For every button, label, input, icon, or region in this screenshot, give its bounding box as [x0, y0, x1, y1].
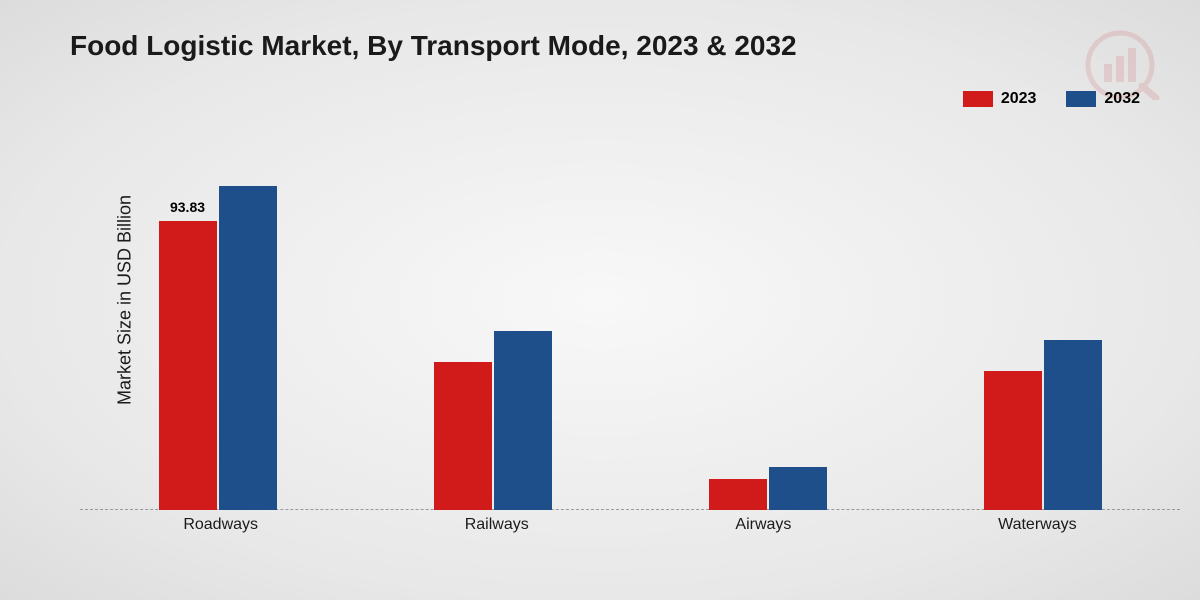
bar-railways-2032 [494, 331, 552, 510]
legend: 2023 2032 [963, 90, 1140, 108]
bar-roadways-2023: 93.83 [159, 221, 217, 510]
bar-waterways-2023 [984, 371, 1042, 510]
chart-container: Food Logistic Market, By Transport Mode,… [0, 0, 1200, 600]
bar-groups: 93.83 [80, 140, 1180, 510]
chart-title: Food Logistic Market, By Transport Mode,… [70, 30, 797, 62]
bar-waterways-2032 [1044, 340, 1102, 510]
bar-group-railways [434, 331, 552, 510]
x-tick-railways: Railways [465, 516, 529, 534]
x-tick-airways: Airways [735, 516, 791, 534]
bar-roadways-2032 [219, 186, 277, 510]
bar-group-waterways [984, 340, 1102, 510]
x-tick-roadways: Roadways [183, 516, 258, 534]
bar-airways-2023 [709, 479, 767, 510]
bar-group-roadways: 93.83 [159, 186, 277, 510]
legend-item-2032: 2032 [1066, 90, 1140, 108]
bar-group-airways [709, 467, 827, 510]
bar-value-label: 93.83 [170, 199, 205, 215]
plot-area: 93.83 Roadways Railways Airways Waterways [80, 140, 1180, 540]
x-axis-labels: Roadways Railways Airways Waterways [80, 510, 1180, 540]
legend-label-2023: 2023 [1001, 90, 1037, 108]
legend-swatch-2032 [1066, 91, 1096, 107]
legend-label-2032: 2032 [1104, 90, 1140, 108]
legend-swatch-2023 [963, 91, 993, 107]
x-tick-waterways: Waterways [998, 516, 1077, 534]
legend-item-2023: 2023 [963, 90, 1037, 108]
bar-airways-2032 [769, 467, 827, 510]
bar-railways-2023 [434, 362, 492, 510]
